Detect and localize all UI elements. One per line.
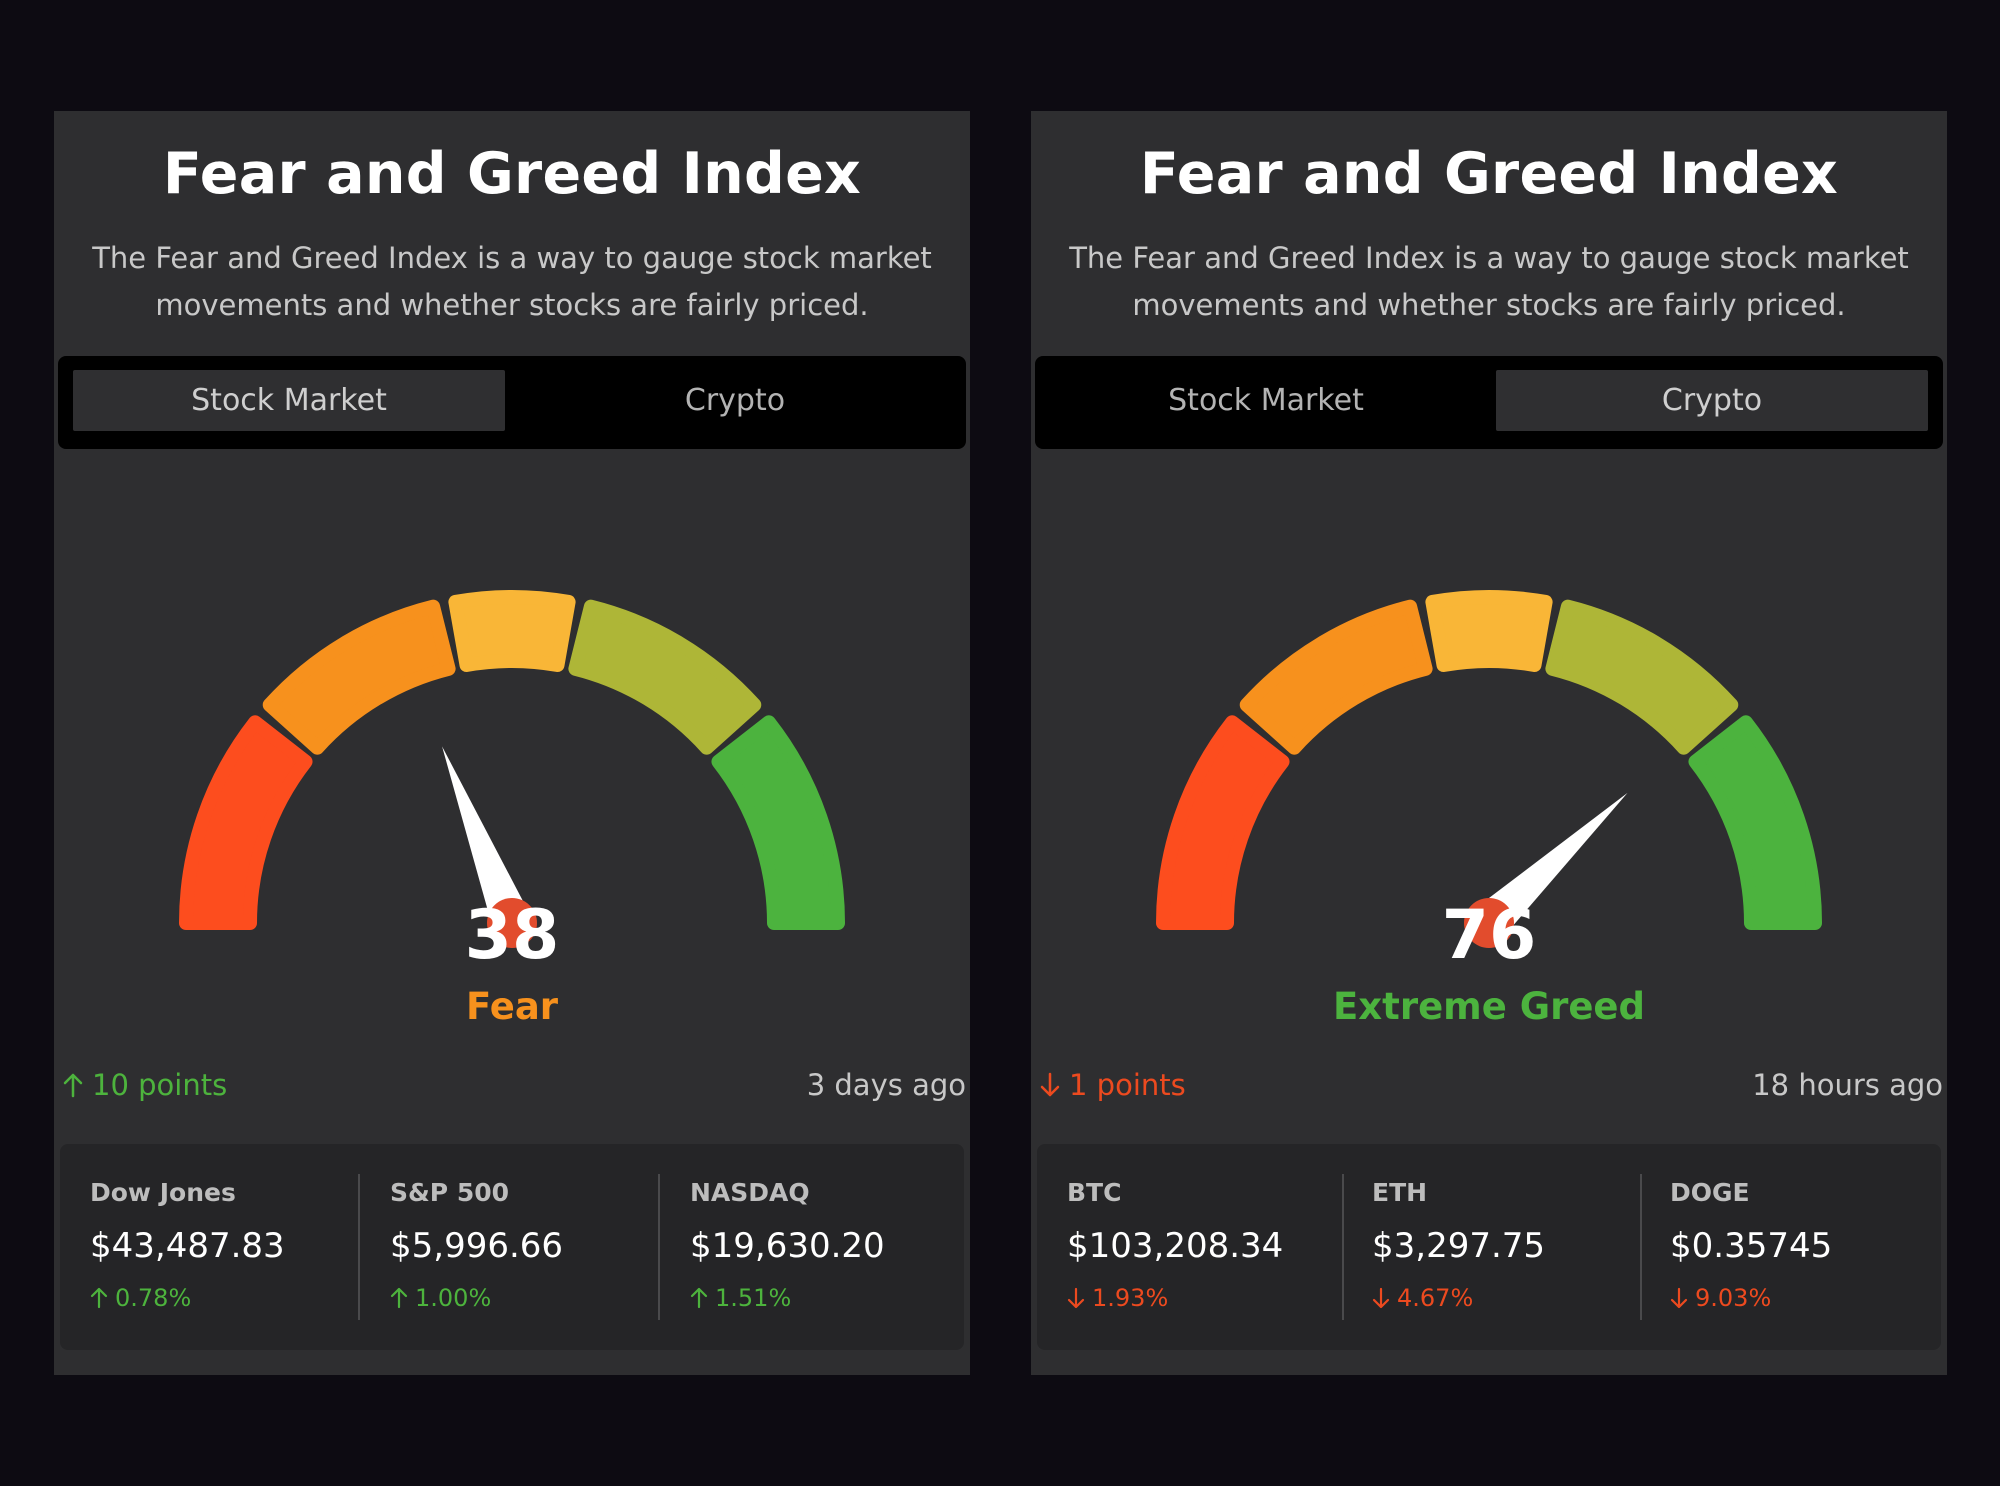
ticker-price: $0.35745	[1670, 1226, 1833, 1266]
ticker-change-value: 9.03%	[1695, 1284, 1772, 1312]
ticker-btc[interactable]: BTC $103,208.34 1.93%	[1037, 1144, 1337, 1350]
tab-crypto[interactable]: Crypto	[684, 383, 786, 418]
ticker-price: $3,297.75	[1372, 1226, 1546, 1266]
ticker-change-value: 1.93%	[1092, 1284, 1169, 1312]
gauge-segment-greed	[1545, 599, 1739, 755]
ticker-price: $5,996.66	[390, 1226, 564, 1266]
ticker-change: 4.67%	[1372, 1284, 1473, 1312]
ticker-change-value: 1.51%	[715, 1284, 792, 1312]
arrow-up-icon	[690, 1287, 708, 1309]
ticker-doge[interactable]: DOGE $0.35745 9.03%	[1640, 1144, 1940, 1350]
score-change: 1 points	[1039, 1068, 1186, 1102]
description-line: The Fear and Greed Index is a way to gau…	[1069, 241, 1909, 275]
ticker-divider	[1342, 1174, 1344, 1320]
ticker-strip: BTC $103,208.34 1.93% ETH $3,297.75 4.67…	[1037, 1144, 1941, 1350]
market-tabs: Stock Market Crypto	[58, 356, 966, 449]
gauge-needle-pivot	[487, 898, 537, 948]
ticker-price: $43,487.83	[90, 1226, 285, 1266]
ticker-change: 9.03%	[1670, 1284, 1771, 1312]
ticker-price: $103,208.34	[1067, 1226, 1284, 1266]
description-line: movements and whether stocks are fairly …	[155, 288, 869, 322]
gauge-segment-neutral	[1425, 590, 1553, 672]
market-tabs: Stock Market Crypto	[1035, 356, 1943, 449]
ticker-name: S&P 500	[390, 1178, 510, 1207]
ticker-eth[interactable]: ETH $3,297.75 4.67%	[1342, 1144, 1642, 1350]
description-line: movements and whether stocks are fairly …	[1132, 288, 1846, 322]
sentiment-label: Extreme Greed	[1333, 985, 1645, 1028]
gauge-segment-fear	[262, 599, 456, 755]
index-score: 76	[1441, 896, 1537, 975]
arrow-down-icon	[1067, 1287, 1085, 1309]
ticker-name: Dow Jones	[90, 1178, 236, 1207]
gauge-segment-greed	[568, 599, 762, 755]
ticker-name: NASDAQ	[690, 1178, 810, 1207]
last-updated: 18 hours ago	[1752, 1068, 1943, 1102]
score-change: 10 points	[62, 1068, 227, 1102]
ticker-nasdaq[interactable]: NASDAQ $19,630.20 1.51%	[660, 1144, 960, 1350]
gauge-needle	[442, 746, 531, 931]
gauge-segment-extreme-greed	[1688, 715, 1822, 930]
ticker-change: 0.78%	[90, 1284, 191, 1312]
ticker-price: $19,630.20	[690, 1226, 885, 1266]
gauge-segment-extreme-greed	[711, 715, 845, 930]
tab-stock-market[interactable]: Stock Market	[73, 370, 505, 431]
score-change-text: 1 points	[1069, 1068, 1186, 1102]
tab-crypto[interactable]: Crypto	[1496, 370, 1928, 431]
arrow-down-icon	[1670, 1287, 1688, 1309]
ticker-change: 1.93%	[1067, 1284, 1168, 1312]
fear-greed-panel-crypto: Fear and Greed Index The Fear and Greed …	[1031, 111, 1947, 1375]
fear-greed-gauge	[1156, 590, 1822, 948]
arrow-down-icon	[1040, 1072, 1060, 1097]
panel-description: The Fear and Greed Index is a way to gau…	[64, 235, 960, 329]
index-score: 38	[464, 896, 560, 975]
ticker-change-value: 4.67%	[1397, 1284, 1474, 1312]
ticker-strip: Dow Jones $43,487.83 0.78% S&P 500 $5,99…	[60, 1144, 964, 1350]
ticker-name: BTC	[1067, 1178, 1122, 1207]
fear-greed-gauge	[179, 590, 845, 948]
tab-stock-market[interactable]: Stock Market	[1168, 383, 1364, 418]
ticker-divider	[358, 1174, 360, 1320]
arrow-down-icon	[1372, 1287, 1390, 1309]
gauge-segment-fear	[1239, 599, 1433, 755]
description-line: The Fear and Greed Index is a way to gau…	[92, 241, 932, 275]
gauge-segment-extreme-fear	[179, 715, 313, 930]
arrow-up-icon	[390, 1287, 408, 1309]
arrow-up-icon	[63, 1073, 83, 1098]
score-change-text: 10 points	[92, 1068, 228, 1102]
gauge-needle	[1475, 792, 1628, 938]
panel-title: Fear and Greed Index	[1139, 141, 1839, 207]
ticker-change: 1.51%	[690, 1284, 791, 1312]
ticker-change: 1.00%	[390, 1284, 491, 1312]
fear-greed-panel-stock: Fear and Greed Index The Fear and Greed …	[54, 111, 970, 1375]
ticker-change-value: 0.78%	[115, 1284, 192, 1312]
ticker-dow-jones[interactable]: Dow Jones $43,487.83 0.78%	[60, 1144, 360, 1350]
ticker-sp-500[interactable]: S&P 500 $5,996.66 1.00%	[360, 1144, 660, 1350]
ticker-name: ETH	[1372, 1178, 1428, 1207]
ticker-change-value: 1.00%	[415, 1284, 492, 1312]
sentiment-label: Fear	[465, 985, 559, 1028]
panel-description: The Fear and Greed Index is a way to gau…	[1041, 235, 1937, 329]
gauge-segment-neutral	[448, 590, 576, 672]
panel-title: Fear and Greed Index	[162, 141, 862, 207]
last-updated: 3 days ago	[806, 1068, 966, 1102]
ticker-divider	[1640, 1174, 1642, 1320]
gauge-needle-pivot	[1464, 898, 1514, 948]
ticker-divider	[658, 1174, 660, 1320]
ticker-name: DOGE	[1670, 1178, 1750, 1207]
arrow-up-icon	[90, 1287, 108, 1309]
gauge-segment-extreme-fear	[1156, 715, 1290, 930]
